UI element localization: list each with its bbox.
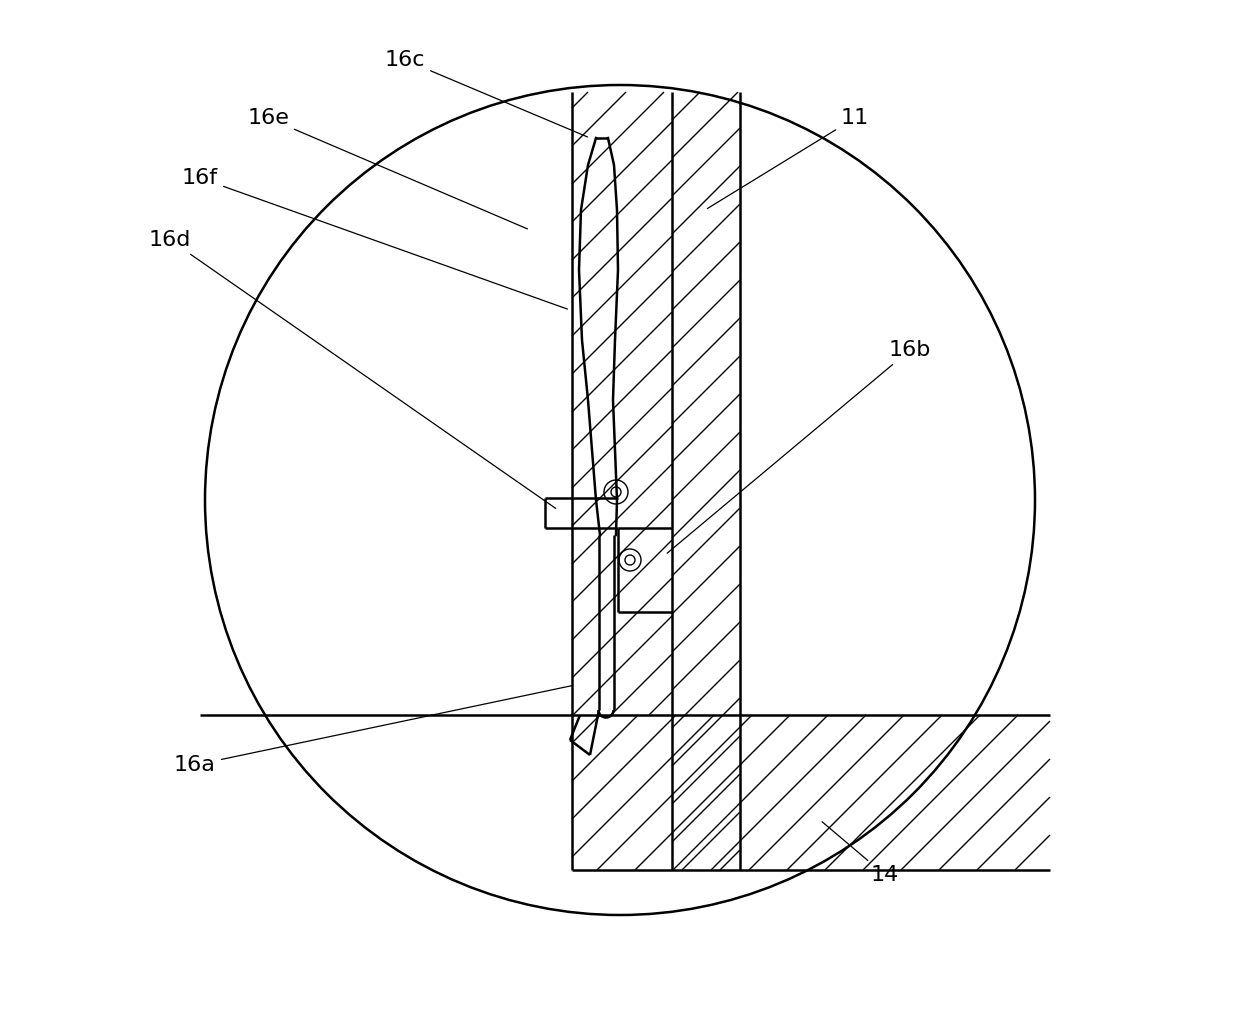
Text: 16a: 16a	[174, 686, 573, 775]
Text: 16d: 16d	[149, 230, 556, 508]
Text: 16e: 16e	[247, 108, 527, 229]
Text: 11: 11	[707, 108, 869, 208]
Text: 14: 14	[822, 822, 899, 885]
Text: 16c: 16c	[384, 50, 588, 137]
Text: 16b: 16b	[667, 340, 931, 553]
Text: 16f: 16f	[182, 168, 568, 309]
